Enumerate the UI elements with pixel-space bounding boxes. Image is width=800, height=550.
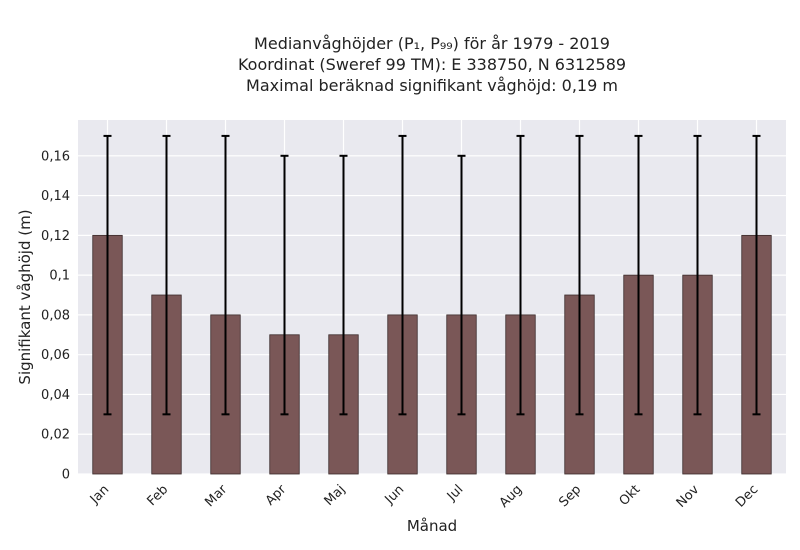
y-tick-label: 0,12 <box>41 229 70 244</box>
y-tick-label: 0,02 <box>41 428 70 443</box>
y-tick-label: 0,08 <box>41 308 70 323</box>
x-tick-label: Nov <box>674 482 703 511</box>
x-tick-label: Apr <box>263 482 290 509</box>
x-tick-labels: Jan Feb Mar Apr Maj Jun Jul Aug Sep Okt Nov Dec <box>87 482 761 511</box>
chart-title-line-2: Koordinat (Sweref 99 TM): E 338750, N 63… <box>237 55 627 74</box>
y-axis-label: Signifikant våghöjd (m) <box>16 209 34 384</box>
y-tick-labels: 0 0,02 0,04 0,06 0,08 0,1 0,12 0,14 0,16 <box>41 149 70 482</box>
x-tick-label: Aug <box>497 482 526 511</box>
x-tick-label: Sep <box>556 482 584 510</box>
x-tick-label: Dec <box>733 482 761 510</box>
y-tick-label: 0,06 <box>41 348 70 363</box>
error-bars <box>103 134 761 416</box>
x-axis-label: Månad <box>407 517 457 535</box>
chart-title-line-3: Maximal beräknad signifikant våghöjd: 0,… <box>246 76 618 95</box>
x-tick-label: Mar <box>202 482 230 510</box>
chart-title: Medianvåghöjder (P₁, P₉₉) för år 1979 - … <box>0 33 800 96</box>
y-tick-label: 0,1 <box>49 269 70 284</box>
y-tick-label: 0 <box>62 468 70 483</box>
chart-title-line-1: Medianvåghöjder (P₁, P₉₉) för år 1979 - … <box>254 34 610 53</box>
plot-area <box>78 120 786 474</box>
y-tick-label: 0,14 <box>41 189 70 204</box>
x-tick-label: Feb <box>144 482 171 509</box>
y-tick-label: 0,04 <box>41 388 70 403</box>
x-tick-label: Okt <box>617 482 644 509</box>
x-tick-label: Jan <box>87 482 112 507</box>
x-tick-label: Maj <box>322 482 349 509</box>
y-tick-label: 0,16 <box>41 149 70 164</box>
x-tick-label: Jul <box>444 482 466 504</box>
x-tick-label: Jun <box>382 482 408 508</box>
